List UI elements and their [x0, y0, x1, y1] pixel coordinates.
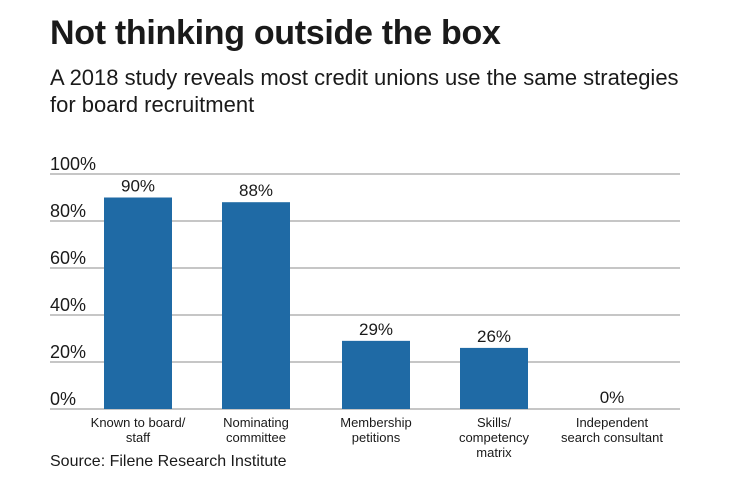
category-label-line: Known to board/	[91, 415, 186, 430]
data-label: 29%	[359, 320, 393, 339]
bar	[342, 340, 410, 409]
category-label-line: competency	[459, 430, 530, 445]
category-label: Nominating committee	[223, 415, 289, 445]
bar	[460, 347, 528, 409]
y-axis-ticks: 0% 20% 40% 60% 80% 100%	[50, 154, 96, 409]
category-label-line: staff	[126, 430, 151, 445]
y-tick-label: 40%	[50, 295, 86, 315]
category-label-line: Membership	[340, 415, 412, 430]
source-note: Source: Filene Research Institute	[50, 453, 287, 470]
y-tick-label: 20%	[50, 342, 86, 362]
category-label: Independent search consultant	[561, 415, 663, 445]
bar	[104, 197, 172, 409]
data-label: 0%	[600, 388, 625, 407]
bars	[104, 197, 528, 409]
y-tick-label: 80%	[50, 201, 86, 221]
category-label-line: Skills/	[477, 415, 511, 430]
category-label-line: matrix	[476, 445, 512, 460]
category-label-line: search consultant	[561, 430, 663, 445]
category-label-line: Nominating	[223, 415, 289, 430]
data-labels: 90% 88% 29% 26% 0%	[121, 177, 624, 408]
category-label: Skills/competency matrix	[459, 415, 530, 460]
data-label: 90%	[121, 177, 155, 196]
category-label-line: committee	[226, 430, 286, 445]
chart-subtitle: A 2018 study reveals most credit unions …	[50, 65, 679, 117]
category-label: Known to board/staff	[91, 415, 186, 445]
bar	[222, 202, 290, 409]
y-tick-label: 100%	[50, 154, 96, 174]
category-labels: Known to board/staff Nominating committee M…	[91, 415, 664, 460]
category-label: Membership petitions	[340, 415, 412, 445]
category-label-line: Independent	[576, 415, 649, 430]
category-label-line: petitions	[352, 430, 401, 445]
y-tick-label: 60%	[50, 248, 86, 268]
data-label: 88%	[239, 181, 273, 200]
chart-title: Not thinking outside the box	[50, 14, 501, 52]
y-tick-label: 0%	[50, 389, 76, 409]
data-label: 26%	[477, 327, 511, 346]
